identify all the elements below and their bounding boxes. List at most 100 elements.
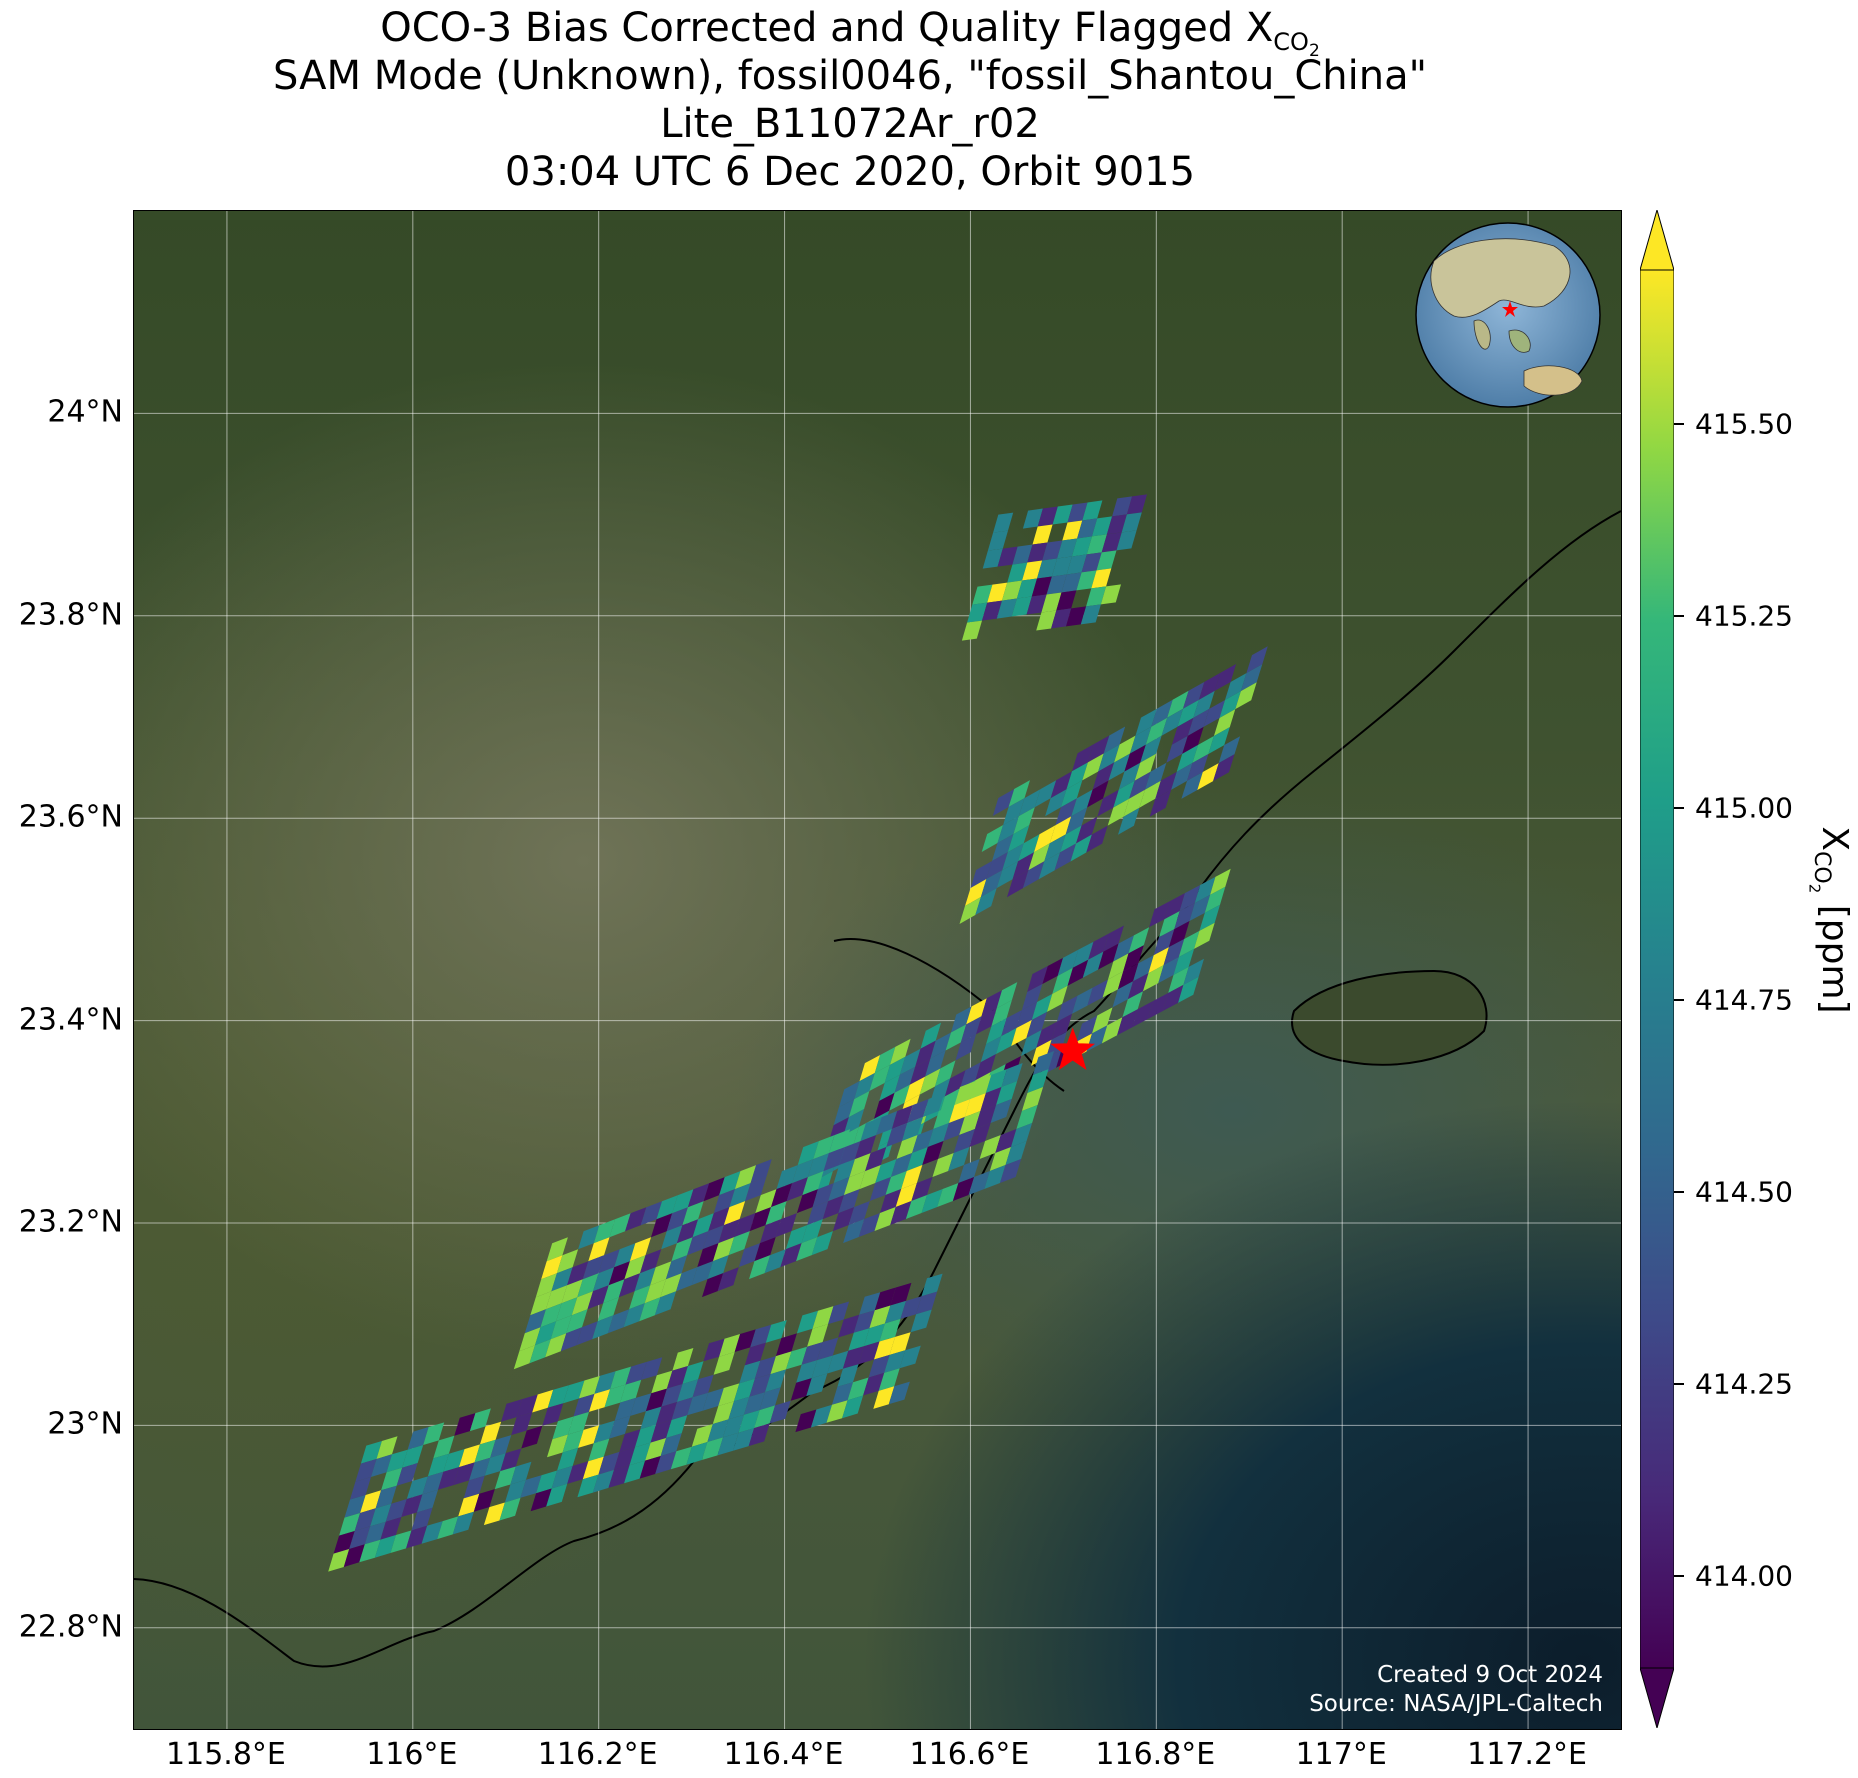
sounding-cell: [953, 1129, 975, 1153]
sounding-cell: [1041, 592, 1062, 613]
sounding-cell: [1235, 682, 1257, 710]
satellite-map[interactable]: Created 9 Oct 2024 Source: NASA/JPL-Calt…: [133, 210, 1622, 1730]
colorbar-tick-label: 415.50: [1695, 407, 1793, 441]
sounding-cell: [1022, 861, 1045, 889]
sounding-cell: [691, 1261, 713, 1286]
sounding-cell: [838, 1314, 860, 1338]
sounding-cell: [702, 1225, 724, 1250]
sounding-cell: [991, 1000, 1012, 1027]
sounding-cell: [1012, 544, 1033, 565]
sounding-cell: [1155, 771, 1177, 799]
sounding-cell: [1118, 762, 1141, 790]
sounding-cell: [1122, 991, 1143, 1018]
sounding-cell: [629, 1237, 651, 1262]
sounding-cell: [748, 1423, 770, 1447]
sounding-cell: [1092, 762, 1115, 790]
sounding-cell: [932, 1153, 954, 1177]
sounding-cell: [996, 1081, 1018, 1105]
sounding-cell: [878, 1368, 900, 1391]
sounding-cell: [587, 1285, 609, 1310]
sounding-cell: [1132, 1001, 1153, 1028]
sounding-cell: [812, 1306, 834, 1329]
sounding-cell: [1022, 560, 1043, 581]
sounding-cell: [1176, 744, 1199, 772]
sounding-cell: [406, 1476, 428, 1499]
sounding-cell: [540, 1303, 562, 1328]
sounding-cell: [796, 1360, 818, 1383]
sounding-cell: [904, 1076, 926, 1103]
sounding-cell: [1055, 798, 1077, 826]
sounding-cell: [1088, 933, 1109, 960]
sounding-cell: [1127, 973, 1149, 1000]
sounding-cell: [923, 1093, 945, 1117]
sounding-cell: [1192, 736, 1214, 763]
title-sub-2: 2: [1308, 40, 1320, 61]
sounding-cell: [980, 1087, 1002, 1111]
sounding-cell: [1112, 496, 1133, 517]
sounding-cell: [987, 530, 1008, 551]
sounding-cell: [1057, 949, 1079, 976]
lon-tick-label: 117.2°E: [1467, 1737, 1587, 1772]
sounding-cell: [593, 1267, 615, 1292]
sounding-cell: [546, 1483, 568, 1507]
sounding-cell: [969, 1123, 991, 1147]
sounding-cell: [993, 512, 1014, 533]
sounding-cell: [899, 1048, 921, 1075]
sounding-cell: [890, 1038, 911, 1065]
sounding-cell: [452, 1511, 474, 1535]
sounding-cell: [407, 1427, 429, 1450]
lat-tick-label: 23.8°N: [18, 597, 123, 633]
sounding-cell: [665, 1255, 688, 1280]
sounding-cell: [1087, 735, 1110, 763]
sounding-cell: [997, 816, 1019, 843]
sounding-cell: [1016, 578, 1037, 599]
sounding-cell: [375, 1485, 397, 1509]
sounding-cell: [546, 1237, 568, 1262]
sounding-cell: [833, 1159, 855, 1184]
sounding-cell: [750, 1324, 772, 1348]
sounding-cell: [1031, 993, 1053, 1020]
sounding-cell: [1177, 699, 1199, 727]
sounding-cell: [901, 1165, 923, 1189]
sounding-cell: [1027, 542, 1048, 563]
sounding-cell: [826, 1400, 848, 1423]
sounding-cell: [1183, 681, 1205, 709]
sounding-cell: [519, 1327, 541, 1352]
sounding-cell: [360, 1490, 382, 1513]
sounding-cell: [749, 1255, 771, 1280]
sounding-cell: [1005, 1141, 1027, 1165]
sounding-cell: [823, 1147, 845, 1172]
sounding-cell: [776, 1165, 798, 1190]
sounding-cell: [1208, 727, 1230, 754]
sounding-cell: [556, 1297, 578, 1322]
sounding-cell: [739, 1360, 761, 1384]
sounding-cell: [551, 1267, 573, 1292]
sounding-cell: [567, 1461, 589, 1484]
sounding-cell: [765, 1320, 787, 1343]
sounding-cell: [874, 1092, 895, 1119]
sounding-cell: [406, 1525, 428, 1549]
sounding-cell: [859, 1165, 881, 1190]
sounding-cell: [1021, 1087, 1044, 1111]
sounding-cell: [500, 1448, 522, 1472]
sounding-cell: [671, 1397, 693, 1420]
sounding-cell: [719, 1171, 741, 1196]
sounding-cell: [610, 1366, 632, 1390]
sounding-cell: [769, 1400, 791, 1424]
title-line1: OCO-3 Bias Corrected and Quality Flagged…: [0, 4, 1700, 75]
sounding-cell: [1007, 825, 1030, 853]
sounding-cell: [802, 1171, 824, 1196]
sounding-cell: [499, 1497, 521, 1521]
sounding-cell: [786, 1346, 808, 1370]
sounding-cell: [1117, 1009, 1138, 1036]
globe-seasia: [1508, 329, 1531, 353]
sounding-cell: [1066, 606, 1087, 627]
sounding-cell: [797, 1141, 819, 1166]
sounding-cell: [995, 1129, 1017, 1153]
sounding-cell: [1129, 771, 1151, 799]
sounding-cell: [712, 1401, 734, 1424]
sounding-cell: [838, 1189, 860, 1214]
sounding-cell: [687, 1392, 709, 1416]
sounding-cell: [625, 1361, 647, 1385]
sounding-cell: [968, 1171, 990, 1195]
